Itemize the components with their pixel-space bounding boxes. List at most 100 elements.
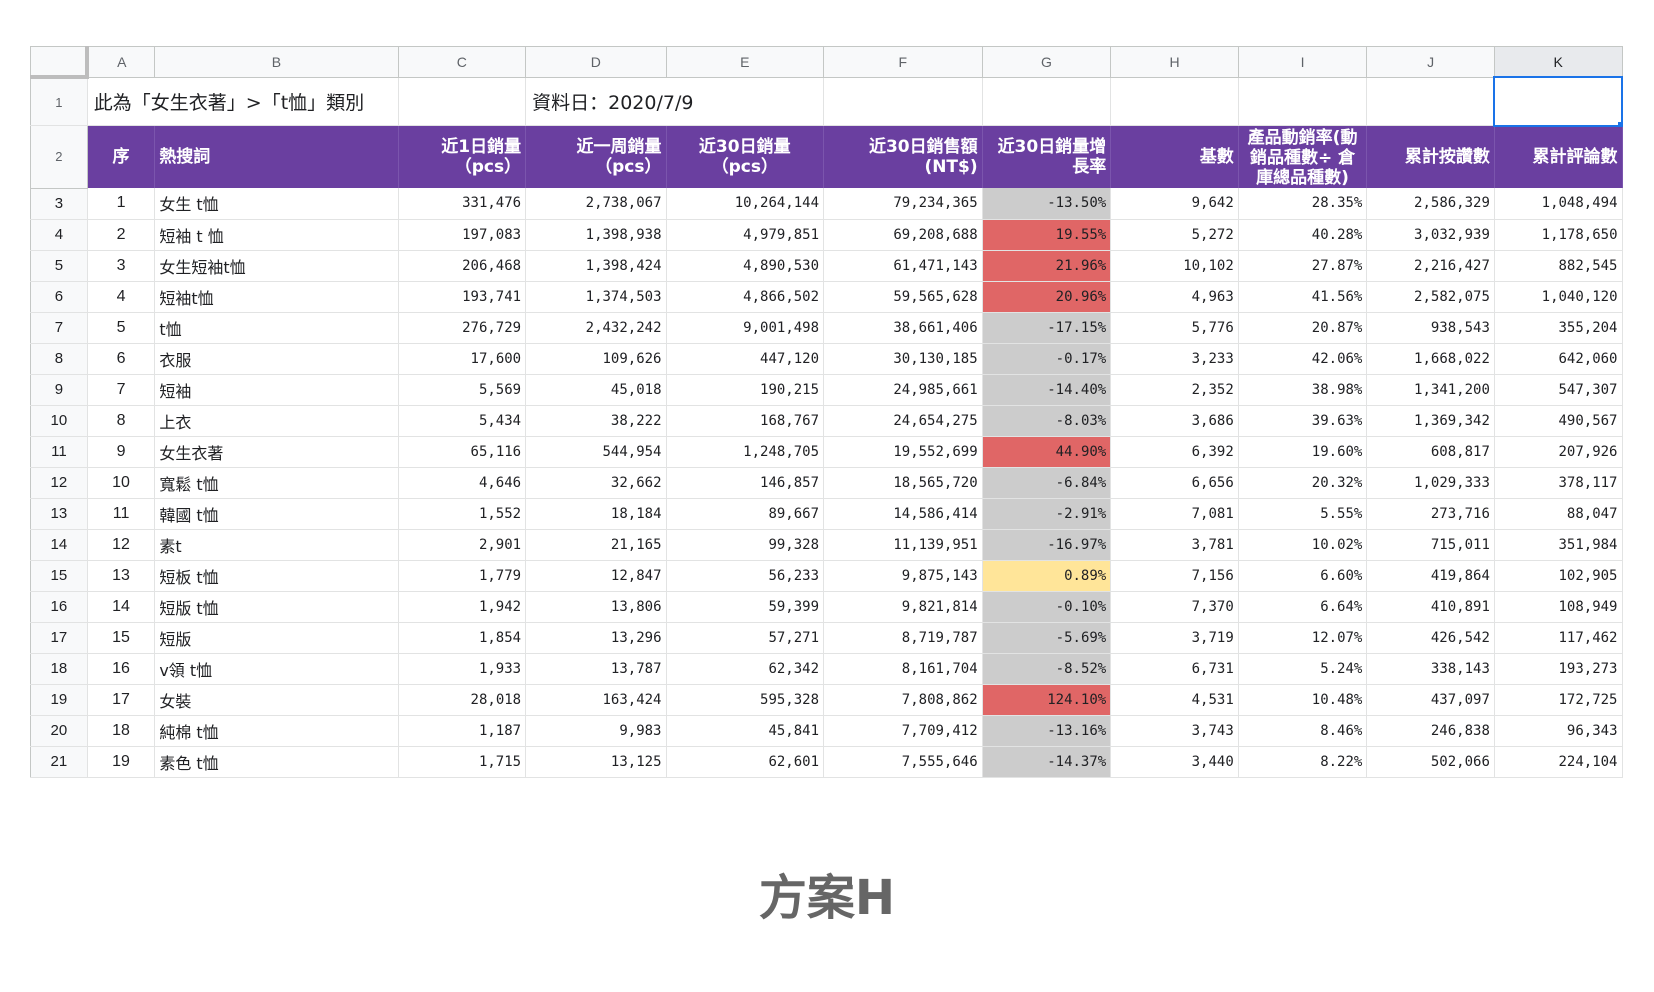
weekly-sales-cell[interactable]: 2,432,242 [525,312,667,344]
keyword-cell[interactable]: v領 t恤 [154,653,399,685]
reviews-cell[interactable]: 351,984 [1494,529,1623,561]
row-number[interactable]: 16 [30,590,88,623]
sell-through-cell[interactable]: 38.98% [1238,374,1368,406]
growth-rate-cell[interactable]: -2.91% [982,498,1112,530]
base-cell[interactable]: 3,781 [1110,529,1239,561]
seq-cell[interactable]: 15 [87,622,156,654]
weekly-sales-cell[interactable]: 13,787 [525,653,667,685]
keyword-cell[interactable]: 寬鬆 t恤 [154,467,399,499]
select-all-corner[interactable] [30,46,90,79]
30day-sales-cell[interactable]: 190,215 [666,374,825,406]
likes-cell[interactable]: 938,543 [1366,312,1495,344]
daily-sales-cell[interactable]: 193,741 [398,281,527,313]
sell-through-cell[interactable]: 10.48% [1238,684,1368,716]
growth-rate-cell[interactable]: -13.16% [982,715,1112,747]
revenue-cell[interactable]: 7,555,646 [823,746,983,778]
reviews-cell[interactable]: 547,307 [1494,374,1623,406]
reviews-cell[interactable]: 207,926 [1494,436,1623,468]
header-daily-sales[interactable]: 近1日銷量（pcs） [398,125,527,188]
revenue-cell[interactable]: 14,586,414 [823,498,983,530]
row-number[interactable]: 15 [30,559,88,592]
growth-rate-cell[interactable]: -13.50% [982,188,1112,220]
weekly-sales-cell[interactable]: 18,184 [525,498,667,530]
sell-through-cell[interactable]: 42.06% [1238,343,1368,375]
row-number[interactable]: 8 [30,342,88,375]
growth-rate-cell[interactable]: -14.40% [982,374,1112,406]
seq-cell[interactable]: 11 [87,498,156,530]
daily-sales-cell[interactable]: 1,552 [398,498,527,530]
row-number[interactable]: 20 [30,714,88,747]
base-cell[interactable]: 6,392 [1110,436,1239,468]
likes-cell[interactable]: 715,011 [1366,529,1495,561]
sell-through-cell[interactable]: 28.35% [1238,188,1368,220]
growth-rate-cell[interactable]: -0.10% [982,591,1112,623]
seq-cell[interactable]: 5 [87,312,156,344]
base-cell[interactable]: 3,233 [1110,343,1239,375]
30day-sales-cell[interactable]: 62,342 [666,653,825,685]
seq-cell[interactable]: 10 [87,467,156,499]
reviews-cell[interactable]: 193,273 [1494,653,1623,685]
30day-sales-cell[interactable]: 1,248,705 [666,436,825,468]
row-number[interactable]: 11 [30,435,88,468]
cell[interactable] [1110,77,1239,126]
header-base[interactable]: 基數 [1110,125,1239,188]
row-number[interactable]: 7 [30,311,88,344]
weekly-sales-cell[interactable]: 32,662 [525,467,667,499]
seq-cell[interactable]: 14 [87,591,156,623]
likes-cell[interactable]: 2,216,427 [1366,250,1495,282]
base-cell[interactable]: 7,370 [1110,591,1239,623]
header-30day-growth[interactable]: 近30日銷量增長率 [982,125,1112,188]
reviews-cell[interactable]: 355,204 [1494,312,1623,344]
reviews-cell[interactable]: 102,905 [1494,560,1623,592]
seq-cell[interactable]: 16 [87,653,156,685]
keyword-cell[interactable]: 女裝 [154,684,399,716]
revenue-cell[interactable]: 79,234,365 [823,188,983,220]
keyword-cell[interactable]: 女生衣著 [154,436,399,468]
base-cell[interactable]: 3,743 [1110,715,1239,747]
daily-sales-cell[interactable]: 4,646 [398,467,527,499]
base-cell[interactable]: 3,440 [1110,746,1239,778]
revenue-cell[interactable]: 18,565,720 [823,467,983,499]
30day-sales-cell[interactable]: 57,271 [666,622,825,654]
base-cell[interactable]: 4,963 [1110,281,1239,313]
seq-cell[interactable]: 8 [87,405,156,437]
weekly-sales-cell[interactable]: 12,847 [525,560,667,592]
30day-sales-cell[interactable]: 146,857 [666,467,825,499]
base-cell[interactable]: 6,731 [1110,653,1239,685]
growth-rate-cell[interactable]: -6.84% [982,467,1112,499]
column-header-a[interactable]: A [86,46,156,78]
weekly-sales-cell[interactable]: 109,626 [525,343,667,375]
column-header-h[interactable]: H [1110,46,1239,78]
revenue-cell[interactable]: 59,565,628 [823,281,983,313]
row-number[interactable]: 13 [30,497,88,530]
sell-through-cell[interactable]: 20.32% [1238,467,1368,499]
seq-cell[interactable]: 17 [87,684,156,716]
row-number[interactable]: 21 [30,745,88,778]
sell-through-cell[interactable]: 12.07% [1238,622,1368,654]
growth-rate-cell[interactable]: 124.10% [982,684,1112,716]
row-number[interactable]: 1 [30,76,88,126]
header-30day-sales[interactable]: 近30日銷量（pcs） [666,125,825,188]
30day-sales-cell[interactable]: 89,667 [666,498,825,530]
seq-cell[interactable]: 9 [87,436,156,468]
column-header-b[interactable]: B [154,46,399,78]
likes-cell[interactable]: 419,864 [1366,560,1495,592]
weekly-sales-cell[interactable]: 13,296 [525,622,667,654]
seq-cell[interactable]: 7 [87,374,156,406]
weekly-sales-cell[interactable]: 13,806 [525,591,667,623]
growth-rate-cell[interactable]: -5.69% [982,622,1112,654]
column-header-c[interactable]: C [397,46,527,78]
row-number[interactable]: 2 [30,125,88,189]
reviews-cell[interactable]: 1,048,494 [1494,188,1623,220]
weekly-sales-cell[interactable]: 9,983 [525,715,667,747]
weekly-sales-cell[interactable]: 2,738,067 [525,188,667,220]
seq-cell[interactable]: 19 [87,746,156,778]
30day-sales-cell[interactable]: 168,767 [666,405,825,437]
growth-rate-cell[interactable]: 20.96% [982,281,1112,313]
cell[interactable] [823,77,983,126]
growth-rate-cell[interactable]: -8.03% [982,405,1112,437]
seq-cell[interactable]: 13 [87,560,156,592]
sell-through-cell[interactable]: 6.64% [1238,591,1368,623]
growth-rate-cell[interactable]: -16.97% [982,529,1112,561]
likes-cell[interactable]: 1,341,200 [1366,374,1495,406]
